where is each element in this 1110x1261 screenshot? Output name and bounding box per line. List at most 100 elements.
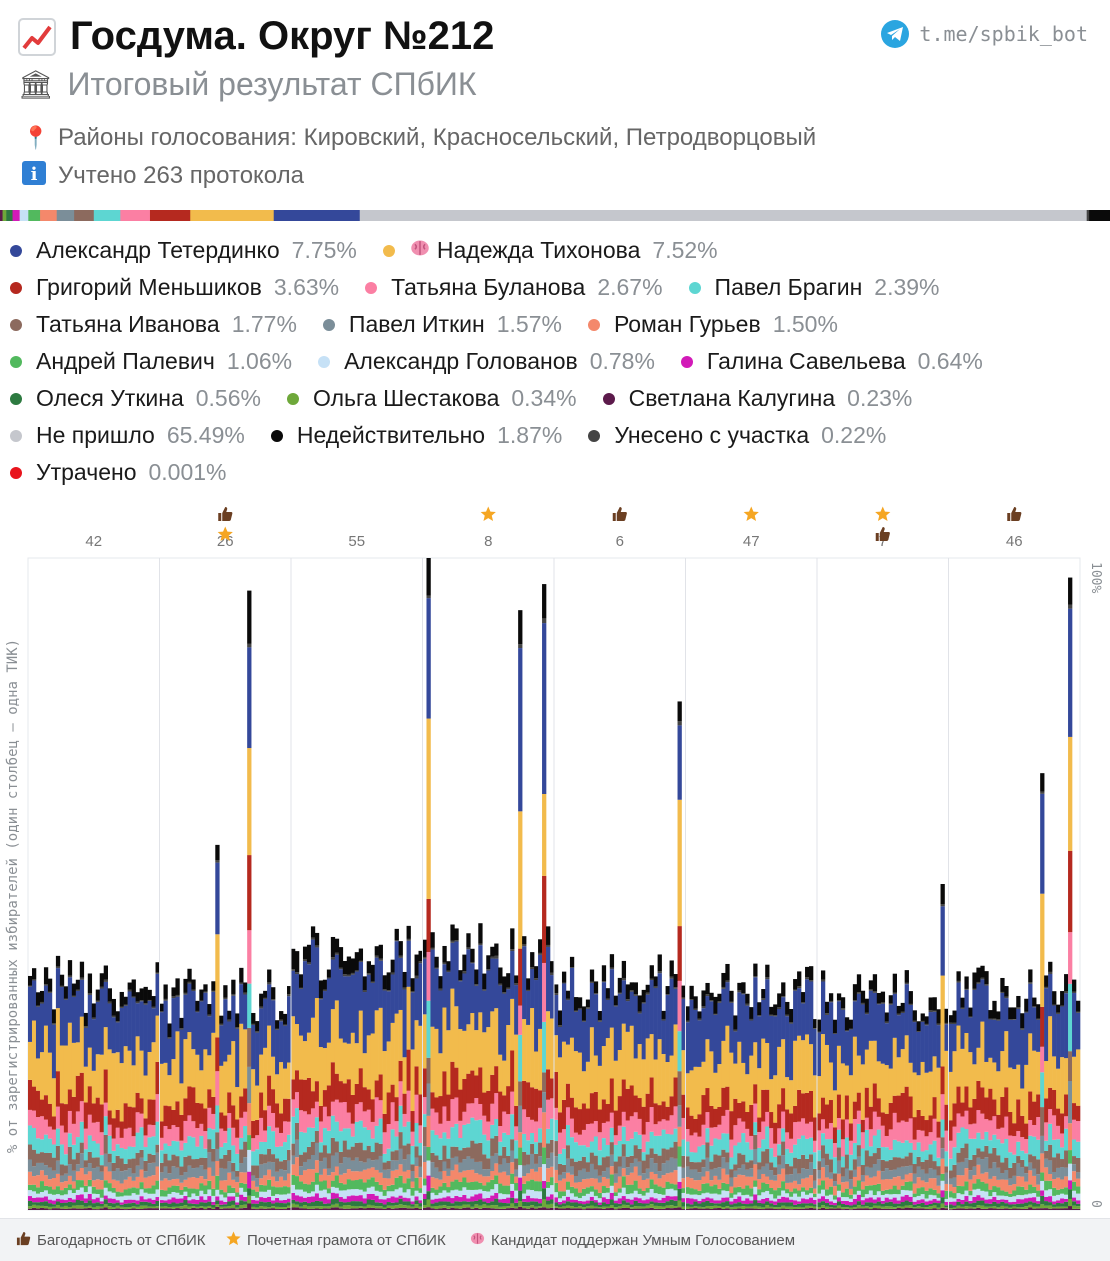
bar-segment bbox=[207, 1207, 212, 1210]
bar-segment bbox=[546, 1143, 551, 1159]
bar-segment bbox=[573, 1208, 579, 1210]
bar-segment bbox=[127, 1203, 132, 1208]
bar-segment bbox=[781, 1111, 786, 1129]
bar-segment bbox=[832, 1205, 838, 1208]
bar-segment bbox=[605, 1192, 611, 1199]
bar-segment bbox=[35, 1208, 41, 1210]
bar-segment bbox=[430, 1130, 435, 1153]
bar-segment bbox=[378, 1199, 383, 1203]
bar-segment bbox=[526, 1195, 531, 1203]
bar-segment bbox=[247, 855, 252, 931]
bar-segment bbox=[693, 1189, 698, 1195]
bar-segment bbox=[1040, 1190, 1045, 1196]
bar-segment bbox=[613, 1203, 619, 1208]
bar-segment bbox=[936, 1203, 941, 1208]
bar-segment bbox=[872, 1040, 878, 1084]
bar-segment bbox=[187, 983, 192, 1033]
bar-segment bbox=[334, 1152, 340, 1167]
bar-segment bbox=[283, 1170, 288, 1181]
tik-label: 55 bbox=[348, 533, 365, 550]
bar-segment bbox=[486, 1121, 491, 1141]
bar-segment bbox=[637, 1202, 642, 1207]
bar-segment bbox=[677, 926, 682, 981]
bar-segment bbox=[151, 1125, 156, 1137]
bar-segment bbox=[705, 1171, 710, 1184]
legend-name: Утрачено bbox=[36, 459, 137, 485]
bar-segment bbox=[398, 1105, 403, 1133]
bar-segment bbox=[139, 1050, 144, 1099]
bar-segment bbox=[470, 1013, 475, 1071]
bar-segment bbox=[725, 982, 730, 1026]
bar-segment bbox=[669, 1208, 674, 1210]
bar-segment bbox=[494, 1184, 499, 1194]
bar-segment bbox=[936, 1209, 941, 1210]
bar-segment bbox=[801, 1003, 806, 1041]
bar-segment bbox=[912, 1072, 917, 1118]
bar-segment bbox=[426, 718, 431, 899]
bar-segment bbox=[310, 926, 316, 938]
bar-segment bbox=[430, 1187, 435, 1193]
bar-segment bbox=[876, 1201, 882, 1206]
bar-segment bbox=[470, 1103, 475, 1118]
bar-segment bbox=[1076, 1206, 1081, 1209]
bar-segment bbox=[912, 1022, 917, 1073]
bar-segment bbox=[984, 1203, 989, 1207]
bar-segment bbox=[354, 1208, 360, 1210]
bar-segment bbox=[211, 1161, 216, 1176]
bar-segment bbox=[1044, 1150, 1049, 1159]
bar-segment bbox=[362, 1162, 368, 1170]
bar-segment bbox=[753, 1200, 758, 1206]
bar-segment bbox=[131, 1180, 136, 1188]
bar-segment bbox=[992, 1206, 997, 1209]
bar-segment bbox=[593, 1169, 599, 1179]
bar-segment bbox=[310, 1202, 316, 1207]
bar-segment bbox=[358, 1068, 364, 1103]
bar-segment bbox=[350, 1032, 356, 1095]
bar-segment bbox=[1000, 1173, 1005, 1180]
bar-segment bbox=[657, 1202, 662, 1206]
bar-segment bbox=[518, 1034, 523, 1082]
bar-segment bbox=[761, 1038, 766, 1090]
bar-segment bbox=[522, 1151, 527, 1166]
bar-segment bbox=[502, 1208, 507, 1210]
bar-segment bbox=[410, 1181, 415, 1188]
bar-segment bbox=[159, 1180, 164, 1190]
bar-segment bbox=[777, 1164, 782, 1175]
bar-segment bbox=[175, 994, 180, 997]
bar-segment bbox=[641, 1208, 646, 1210]
bar-segment bbox=[968, 1206, 973, 1209]
bar-segment bbox=[239, 1163, 244, 1173]
bar-segment bbox=[976, 1207, 981, 1210]
bar-segment bbox=[67, 1208, 73, 1210]
bar-segment bbox=[605, 998, 611, 1001]
bar-segment bbox=[884, 1197, 890, 1203]
bar-segment bbox=[797, 1184, 802, 1191]
bar-segment bbox=[589, 1200, 595, 1206]
bar-segment bbox=[868, 1209, 874, 1210]
telegram-link[interactable]: t.me/spbik_bot bbox=[881, 20, 1088, 48]
bar-segment bbox=[107, 1183, 112, 1192]
bar-segment bbox=[498, 1206, 503, 1209]
bar-segment bbox=[773, 1190, 778, 1199]
bar-segment bbox=[127, 1146, 132, 1160]
bar-segment bbox=[294, 1139, 300, 1158]
bar-segment bbox=[789, 1191, 794, 1197]
bar-segment bbox=[406, 1049, 411, 1091]
bar-segment bbox=[769, 1187, 774, 1195]
bar-segment bbox=[801, 1002, 806, 1004]
bar-segment bbox=[697, 1146, 702, 1163]
bar-segment bbox=[992, 1116, 997, 1135]
bar-segment bbox=[450, 988, 455, 1062]
bar-segment bbox=[928, 1115, 933, 1133]
bar-segment bbox=[888, 1004, 894, 1069]
bar-segment bbox=[737, 992, 742, 1042]
bar-segment bbox=[801, 1154, 806, 1169]
bar-segment bbox=[374, 1195, 379, 1203]
bar-segment bbox=[900, 1206, 905, 1209]
bar-segment bbox=[255, 1021, 260, 1032]
bar-segment bbox=[920, 1161, 925, 1170]
bar-segment bbox=[542, 1164, 547, 1181]
bar-segment bbox=[550, 972, 555, 976]
bar-segment bbox=[28, 1200, 33, 1207]
bar-segment bbox=[107, 1153, 112, 1163]
